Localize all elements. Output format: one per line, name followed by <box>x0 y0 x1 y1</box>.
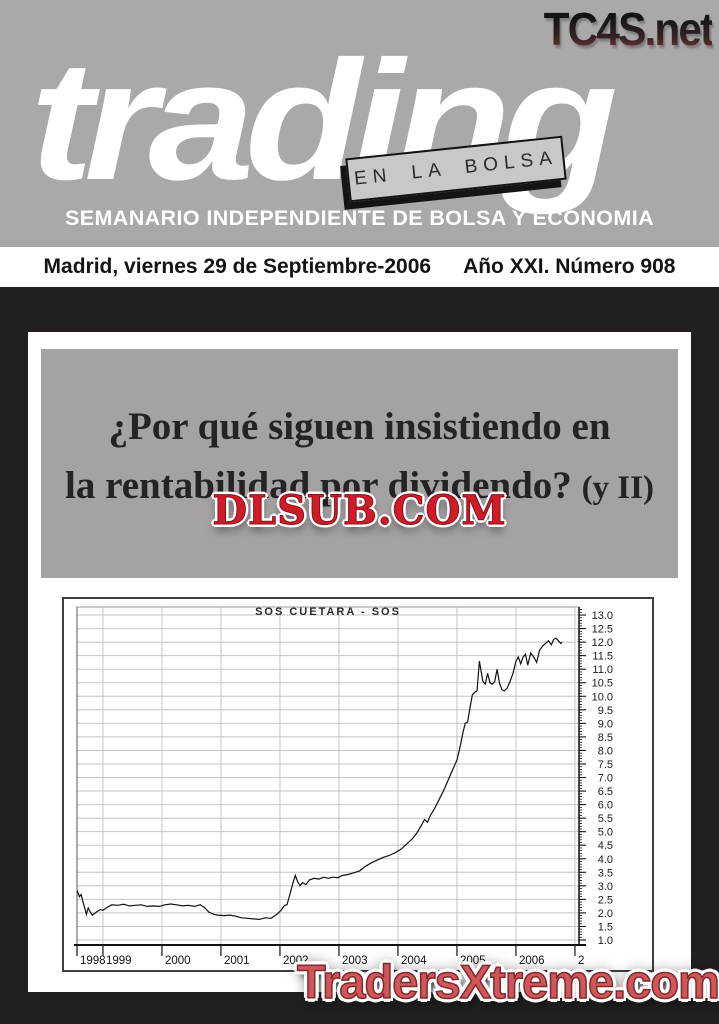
svg-text:11.0: 11.0 <box>592 664 613 676</box>
price-chart-card: 13.0 12.5 12.0 11.5 11.0 10.5 10.0 9.5 9.0 8.5 8.0… <box>62 597 654 972</box>
svg-text:13.0: 13.0 <box>592 610 613 622</box>
svg-text:9.0: 9.0 <box>598 718 613 730</box>
issue-number-text: Año XXI. Número 908 <box>463 255 676 278</box>
svg-text:2003: 2003 <box>342 955 368 967</box>
svg-text:3.5: 3.5 <box>598 867 613 879</box>
svg-text:2006: 2006 <box>519 955 545 967</box>
svg-text:10.0: 10.0 <box>592 691 613 703</box>
dlsub-watermark: DLSUB.COM <box>212 487 507 535</box>
svg-text:2.0: 2.0 <box>598 908 613 920</box>
svg-text:8.5: 8.5 <box>598 732 613 744</box>
svg-text:5.5: 5.5 <box>598 813 613 825</box>
svg-text:4.0: 4.0 <box>598 854 613 866</box>
svg-text:8.0: 8.0 <box>598 745 613 757</box>
svg-text:2005: 2005 <box>460 955 486 967</box>
headline-line1: ¿Por qué siguen insistiendo en <box>108 405 611 448</box>
svg-text:9.5: 9.5 <box>598 705 613 717</box>
svg-text:2.5: 2.5 <box>598 894 613 906</box>
svg-text:12.0: 12.0 <box>592 637 613 649</box>
svg-text:6.0: 6.0 <box>598 800 613 812</box>
svg-text:3.0: 3.0 <box>598 881 613 893</box>
svg-text:2000: 2000 <box>165 955 191 967</box>
svg-text:2001: 2001 <box>224 955 250 967</box>
svg-text:7.5: 7.5 <box>598 759 613 771</box>
svg-text:7.0: 7.0 <box>598 773 613 785</box>
svg-text:11.5: 11.5 <box>592 651 613 663</box>
svg-text:10.5: 10.5 <box>592 678 613 690</box>
svg-text:5.0: 5.0 <box>598 827 613 839</box>
masthead-subtitle: SEMANARIO INDEPENDIENTE DE BOLSA Y ECONO… <box>64 206 654 230</box>
city-date-text: Madrid, viernes 29 de Septiembre-2006 <box>43 255 432 278</box>
date-issue-bar: Madrid, viernes 29 de Septiembre-2006 Añ… <box>0 247 719 287</box>
svg-text:2002: 2002 <box>283 955 309 967</box>
svg-text:2: 2 <box>578 955 584 967</box>
svg-text:4.5: 4.5 <box>598 840 613 852</box>
headline-line2: la rentabilidad por dividendo? (y II) <box>65 464 654 507</box>
svg-text:1999: 1999 <box>106 955 132 967</box>
tc4s-site-logo: TC4S.net <box>543 3 714 55</box>
svg-text:6.5: 6.5 <box>598 786 613 798</box>
headline-text: ¿Por qué siguen insistiendo en la rentab… <box>41 349 678 518</box>
tradersxtreme-watermark: TradersXtreme.com <box>296 955 719 1008</box>
svg-text:1.5: 1.5 <box>598 921 613 933</box>
svg-text:12.5: 12.5 <box>592 624 613 636</box>
svg-text:2004: 2004 <box>401 955 427 967</box>
headline-part-label: (y II) <box>581 470 654 506</box>
svg-text:1.0: 1.0 <box>598 935 613 947</box>
headline-box: ¿Por qué siguen insistiendo en la rentab… <box>41 349 678 578</box>
chart-title: SOS CUETARA - SOS <box>255 606 401 618</box>
price-chart-svg: 13.0 12.512.0 11.511.0 10.510.0 9.59.0 8.58.0… <box>74 606 613 967</box>
masthead: TC4S.net trading EN LA BOLSA SEMANARIO I… <box>0 0 719 247</box>
svg-text:1998: 1998 <box>80 955 106 967</box>
